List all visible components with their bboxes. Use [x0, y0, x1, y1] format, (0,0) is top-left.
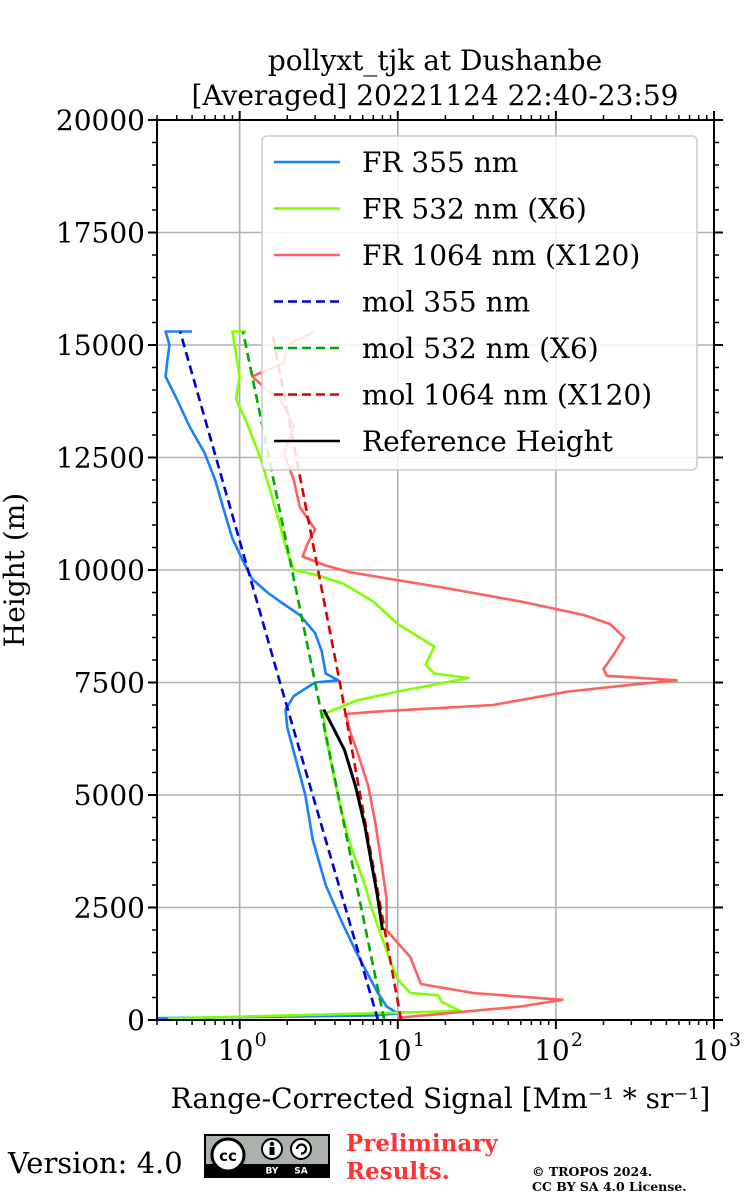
copyright-line-2: CC BY SA 4.0 License. [532, 1179, 687, 1194]
cc-by-sa-icon: cc BY SA [206, 1137, 328, 1177]
y-tick-label: 7500 [74, 667, 145, 700]
preliminary-line-1: Preliminary [346, 1130, 498, 1157]
y-tick-label: 10000 [56, 554, 145, 587]
x-tick-label: 10 [218, 1034, 254, 1067]
version-label: Version: 4.0 [8, 1146, 183, 1180]
x-tick-exponent: 2 [571, 1029, 583, 1051]
cc-license-badge: cc BY SA [204, 1134, 330, 1178]
legend-label-1: FR 532 nm (X6) [362, 193, 587, 226]
x-tick-label: 10 [692, 1034, 728, 1067]
legend-label-5: mol 1064 nm (X120) [362, 379, 652, 412]
legend-label-2: FR 1064 nm (X120) [362, 239, 640, 272]
sa-text: SA [294, 1167, 307, 1177]
legend-label-6: Reference Height [362, 425, 614, 458]
y-tick-label: 2500 [74, 892, 145, 925]
copyright-notice: © TROPOS 2024. CC BY SA 4.0 License. [532, 1164, 687, 1194]
x-tick-exponent: 3 [729, 1029, 741, 1051]
x-tick-label: 10 [376, 1034, 412, 1067]
legend-box [261, 135, 698, 471]
series-line-4 [241, 331, 386, 1020]
y-tick-label: 17500 [56, 217, 145, 250]
preliminary-results-label: Preliminary Results. [346, 1130, 498, 1186]
y-axis-label: Height (m) [0, 493, 31, 647]
y-tick-label: 12500 [56, 442, 145, 475]
chart-title-line-2: [Averaged] 20221124 22:40-23:59 [191, 79, 679, 112]
x-tick-exponent: 1 [413, 1029, 425, 1051]
y-tick-label: 20000 [56, 104, 145, 137]
series-line-3 [178, 331, 380, 1020]
x-tick-label: 10 [534, 1034, 570, 1067]
by-text: BY [266, 1167, 279, 1177]
y-tick-label: 0 [127, 1004, 145, 1037]
y-tick-label: 15000 [56, 329, 145, 362]
legend-label-0: FR 355 nm [362, 146, 518, 179]
legend-label-4: mol 532 nm (X6) [362, 332, 599, 365]
x-tick-exponent: 0 [255, 1029, 267, 1051]
x-axis-label: Range-Corrected Signal [Mm⁻¹ * sr⁻¹] [171, 1082, 711, 1115]
copyright-line-1: © TROPOS 2024. [532, 1164, 653, 1179]
series-line-0 [157, 330, 400, 1020]
chart-title-line-1: pollyxt_tjk at Dushanbe [267, 44, 603, 77]
legend-label-3: mol 355 nm [362, 286, 530, 319]
cc-text: cc [219, 1147, 237, 1165]
series-line-6 [322, 708, 384, 931]
preliminary-line-2: Results. [346, 1158, 450, 1185]
y-tick-label: 5000 [74, 779, 145, 812]
